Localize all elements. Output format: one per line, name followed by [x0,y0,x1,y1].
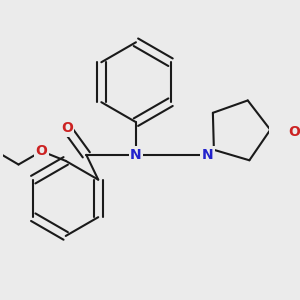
Text: O: O [289,125,300,139]
Text: O: O [61,121,73,135]
Text: N: N [130,148,142,162]
Text: N: N [202,148,213,162]
Text: O: O [36,144,47,158]
